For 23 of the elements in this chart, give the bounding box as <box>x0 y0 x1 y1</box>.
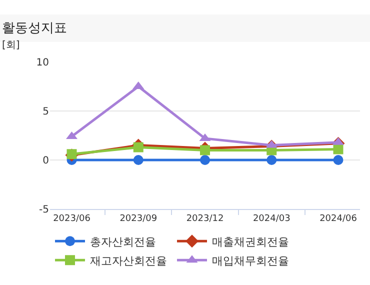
x-tick-label: 2023/09 <box>120 214 158 224</box>
point <box>133 155 144 165</box>
y-tick-label: -5 <box>39 204 49 216</box>
x-tick-label: 2023/12 <box>186 214 224 224</box>
legend-label: 매출채권회전율 <box>212 235 289 248</box>
point <box>133 142 144 152</box>
point <box>333 155 344 165</box>
y-tick-label: 0 <box>42 156 49 166</box>
legend-label: 총자산회전율 <box>90 235 156 248</box>
legend-label: 매입채무회전율 <box>212 254 289 268</box>
legend-label: 재고자산회전율 <box>90 254 167 268</box>
point <box>200 145 210 156</box>
point <box>66 149 77 160</box>
point <box>266 155 277 165</box>
x-tick-label: 2024/03 <box>252 214 290 224</box>
x-tick-label: 2023/06 <box>53 214 91 224</box>
point <box>200 155 210 165</box>
y-axis-title: [회] <box>2 40 20 51</box>
y-tick-label: 5 <box>42 106 49 118</box>
y-tick-label: 10 <box>36 58 49 68</box>
point <box>333 144 344 154</box>
chart-title: 활동성지표 <box>2 21 67 36</box>
x-tick-label: 2024/06 <box>320 214 358 224</box>
